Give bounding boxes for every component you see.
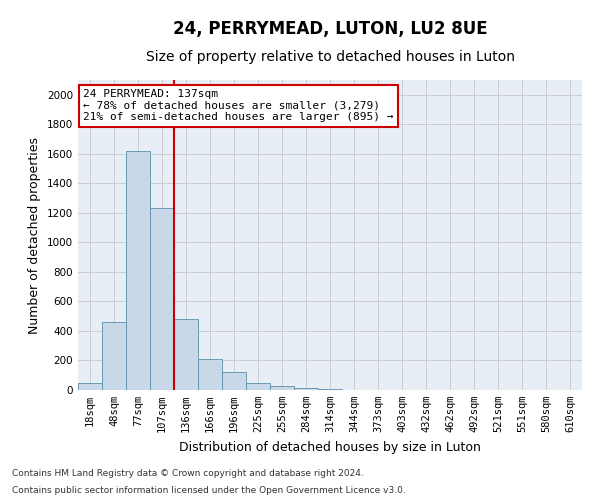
Y-axis label: Number of detached properties: Number of detached properties: [28, 136, 41, 334]
Text: 24 PERRYMEAD: 137sqm
← 78% of detached houses are smaller (3,279)
21% of semi-de: 24 PERRYMEAD: 137sqm ← 78% of detached h…: [83, 90, 394, 122]
Text: Size of property relative to detached houses in Luton: Size of property relative to detached ho…: [146, 50, 515, 64]
Bar: [198, 359, 222, 390]
Bar: [294, 388, 318, 390]
Text: Contains public sector information licensed under the Open Government Licence v3: Contains public sector information licen…: [12, 486, 406, 495]
Bar: [270, 386, 294, 390]
Text: Contains HM Land Registry data © Crown copyright and database right 2024.: Contains HM Land Registry data © Crown c…: [12, 468, 364, 477]
Bar: [246, 382, 270, 390]
Bar: [174, 319, 198, 390]
Bar: [150, 208, 174, 390]
Bar: [222, 372, 246, 390]
X-axis label: Distribution of detached houses by size in Luton: Distribution of detached houses by size …: [179, 440, 481, 454]
Text: 24, PERRYMEAD, LUTON, LU2 8UE: 24, PERRYMEAD, LUTON, LU2 8UE: [173, 20, 487, 38]
Bar: [126, 151, 150, 390]
Bar: [102, 322, 126, 390]
Bar: [78, 382, 102, 390]
